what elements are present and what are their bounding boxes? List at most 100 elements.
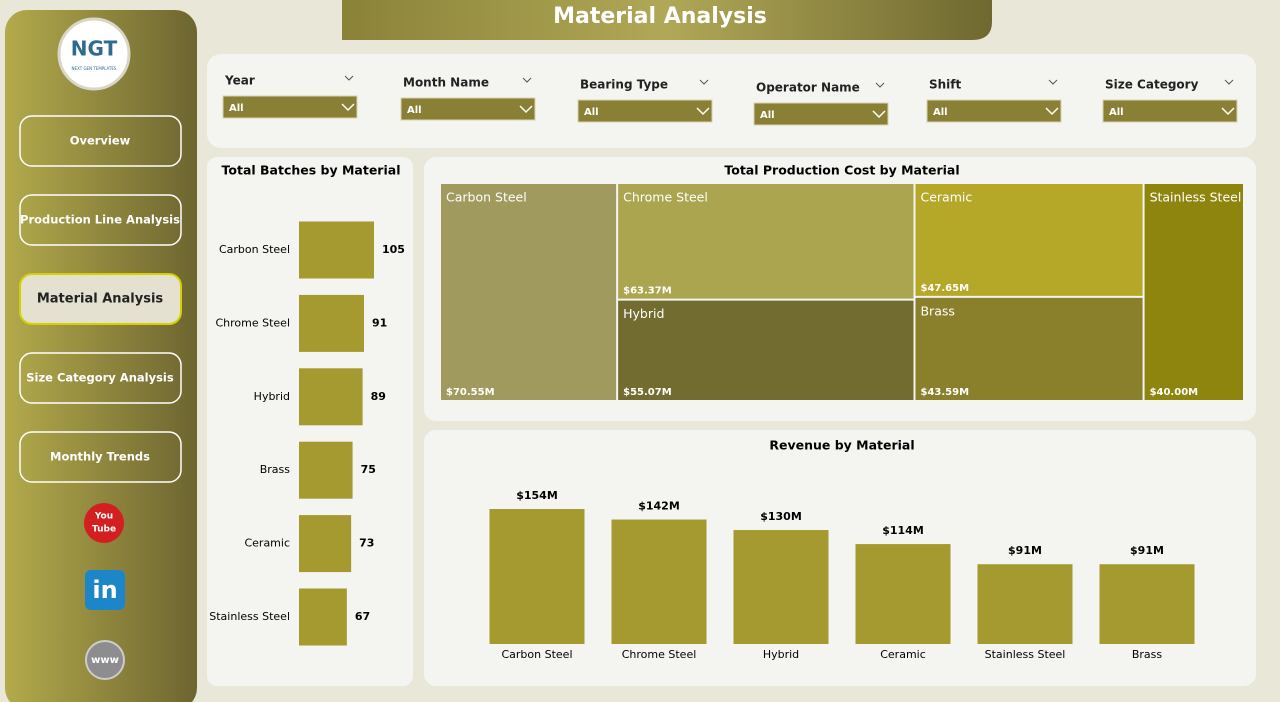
cell-label: Carbon Steel	[446, 190, 527, 205]
x-tick-label: Brass	[1132, 648, 1163, 661]
filter-label: Month Name	[403, 76, 489, 90]
logo-text: NGT	[71, 37, 118, 61]
filter-value: All	[760, 110, 775, 121]
youtube-icon[interactable]	[84, 503, 124, 543]
web-icon[interactable]	[85, 640, 125, 680]
logo-subtext: NEXT GEN TEMPLATES	[72, 66, 117, 71]
nav-label: Overview	[70, 134, 131, 148]
data-label: $154M	[516, 489, 558, 502]
treemap-cell	[618, 300, 914, 400]
chevron	[522, 77, 532, 83]
nav-label: Monthly Trends	[50, 450, 150, 464]
icon-text: in	[92, 576, 117, 604]
icon-text: Tube	[92, 525, 116, 535]
filter-dropdown[interactable]	[222, 95, 358, 119]
cell-label: Brass	[920, 303, 954, 318]
nav-label: Production Line Analysis	[20, 213, 180, 227]
chevron	[875, 82, 885, 88]
x-tick-label: Carbon Steel	[501, 648, 572, 661]
x-tick-label: Hybrid	[763, 648, 799, 661]
filter-dropdown[interactable]	[1102, 99, 1238, 123]
filter-label: Shift	[929, 78, 962, 92]
chevron	[1221, 107, 1235, 116]
data-label: 89	[371, 390, 386, 403]
filter-value: All	[407, 105, 422, 116]
treemap-cell	[441, 184, 617, 400]
category-label: Stainless Steel	[209, 610, 290, 623]
cell-label: Ceramic	[920, 190, 972, 205]
category-label: Carbon Steel	[219, 243, 290, 256]
linkedin-icon[interactable]	[85, 570, 125, 610]
nav-button[interactable]	[19, 352, 182, 404]
category-label: Ceramic	[244, 537, 290, 550]
bar	[1099, 564, 1195, 644]
data-label: 75	[361, 463, 376, 476]
x-tick-label: Ceramic	[880, 648, 926, 661]
logo[interactable]	[57, 17, 131, 91]
chart-title: Total Production Cost by Material	[724, 163, 959, 178]
bar	[299, 221, 374, 279]
filter-label: Year	[224, 74, 255, 88]
data-label: $43.59M	[920, 387, 969, 398]
data-label: $91M	[1008, 544, 1042, 557]
chevron	[344, 75, 354, 81]
filter-value: All	[229, 103, 244, 114]
cell-label: Hybrid	[623, 306, 664, 321]
chevron	[519, 105, 533, 114]
chevron	[872, 110, 886, 119]
chart-title: Total Batches by Material	[222, 163, 401, 178]
category-label: Chrome Steel	[215, 316, 290, 329]
nav-button[interactable]	[19, 273, 182, 325]
icon-text: www	[91, 655, 119, 666]
treemap-cell	[618, 184, 914, 299]
nav-label: Material Analysis	[37, 292, 164, 307]
filter-label: Bearing Type	[580, 78, 668, 92]
filter-label: Operator Name	[756, 81, 860, 95]
sidebar	[5, 10, 197, 702]
nav-button[interactable]	[19, 115, 182, 167]
filter-dropdown[interactable]	[926, 99, 1062, 123]
filter-value: All	[584, 107, 599, 118]
nav-button[interactable]	[19, 194, 182, 246]
bar	[299, 588, 347, 646]
filter-dropdown[interactable]	[400, 97, 536, 121]
data-label: 105	[382, 243, 405, 256]
treemap-cell	[1144, 184, 1243, 400]
title-bar	[342, 0, 992, 40]
filter-dropdown[interactable]	[577, 99, 713, 123]
bar	[977, 564, 1073, 644]
nav-label: Size Category Analysis	[26, 371, 174, 385]
bar	[299, 294, 364, 352]
chevron	[341, 103, 355, 112]
bar	[299, 515, 352, 573]
chevron	[1224, 79, 1234, 85]
data-label: $47.65M	[920, 283, 969, 294]
bar	[855, 544, 951, 644]
data-label: $130M	[760, 510, 802, 523]
data-label: $114M	[882, 524, 924, 537]
x-tick-label: Stainless Steel	[985, 648, 1066, 661]
chevron	[1045, 107, 1059, 116]
filter-value: All	[933, 107, 948, 118]
page-title: Material Analysis	[553, 4, 767, 29]
cell-label: Stainless Steel	[1150, 190, 1242, 205]
filter-label: Size Category	[1105, 78, 1199, 92]
treemap-cell	[915, 297, 1143, 400]
filter-dropdown[interactable]	[753, 102, 889, 126]
chevron	[699, 79, 709, 85]
category-label: Hybrid	[254, 390, 290, 403]
x-tick-label: Chrome Steel	[622, 648, 697, 661]
data-label: $55.07M	[623, 387, 672, 398]
bar	[489, 509, 585, 644]
filter-value: All	[1109, 107, 1124, 118]
chevron	[696, 107, 710, 116]
chevron	[1048, 79, 1058, 85]
icon-text: You	[94, 512, 113, 522]
bar	[299, 441, 353, 499]
data-label: $40.00M	[1150, 387, 1199, 398]
data-label: 91	[372, 316, 387, 329]
data-label: $142M	[638, 500, 680, 513]
data-label: $91M	[1130, 544, 1164, 557]
nav-button[interactable]	[19, 431, 182, 483]
